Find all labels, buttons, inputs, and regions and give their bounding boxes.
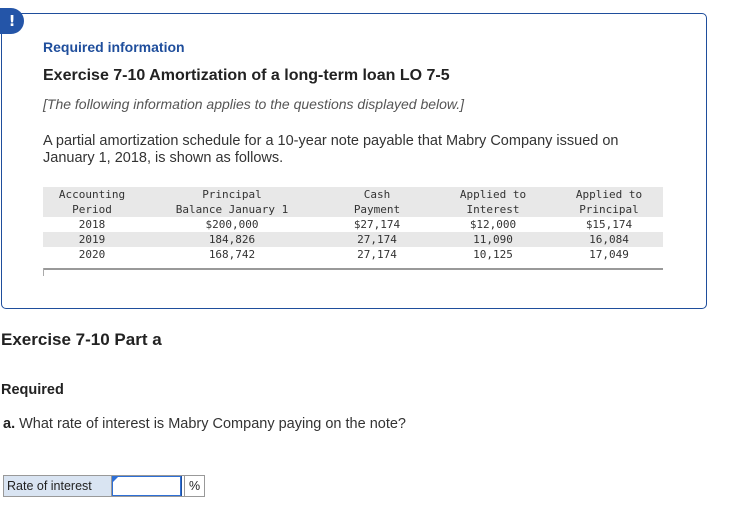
table-cell: 2018: [78, 218, 106, 231]
table-cell: 27,174: [357, 233, 397, 246]
input-marker-icon: [112, 476, 119, 483]
schedule-header-cell: Payment: [353, 203, 401, 216]
schedule-header-cell: Period: [72, 203, 112, 216]
table-cell: 184,826: [208, 233, 256, 246]
required-information-heading: Required information: [43, 39, 185, 55]
table-cell: 168,742: [208, 248, 256, 261]
question-text: a. What rate of interest is Mabry Compan…: [3, 416, 406, 432]
table-cell: 17,049: [589, 248, 629, 261]
schedule-scrollbar[interactable]: [43, 268, 663, 276]
table-row: 2019 184,826 27,174 11,090 16,084: [43, 232, 663, 247]
rate-of-interest-input[interactable]: [112, 476, 182, 496]
required-information-panel: [1, 13, 707, 309]
table-cell: $15,174: [585, 218, 633, 231]
schedule-header-cell: Cash: [363, 188, 391, 201]
table-cell: $27,174: [353, 218, 401, 231]
rate-of-interest-label: Rate of interest: [4, 476, 112, 496]
intro-text: A partial amortization schedule for a 10…: [43, 133, 619, 166]
schedule-header-cell: Applied to: [459, 188, 527, 201]
schedule-header-row-1: Accounting Principal Cash Applied to App…: [43, 187, 663, 202]
required-heading: Required: [1, 382, 64, 398]
question-prefix: a.: [3, 416, 16, 432]
answer-table: Rate of interest %: [3, 475, 205, 497]
table-cell: $12,000: [469, 218, 517, 231]
table-cell: $200,000: [205, 218, 259, 231]
table-cell: 2019: [78, 233, 106, 246]
alert-icon: !: [0, 8, 24, 34]
schedule-header-cell: Principal: [202, 188, 262, 201]
schedule-header-cell: Balance January 1: [175, 203, 289, 216]
schedule-header-cell: Applied to: [575, 188, 643, 201]
table-cell: 16,084: [589, 233, 629, 246]
table-cell: 11,090: [473, 233, 513, 246]
question-body: What rate of interest is Mabry Company p…: [15, 416, 406, 432]
table-row: 2020 168,742 27,174 10,125 17,049: [43, 247, 663, 262]
schedule-header-cell: Interest: [466, 203, 520, 216]
percent-unit: %: [184, 476, 204, 496]
schedule-header-cell: Principal: [579, 203, 639, 216]
table-cell: 10,125: [473, 248, 513, 261]
applies-note: [The following information applies to th…: [43, 96, 465, 112]
table-cell: 2020: [78, 248, 106, 261]
amortization-schedule: Accounting Principal Cash Applied to App…: [43, 187, 663, 262]
table-cell: 27,174: [357, 248, 397, 261]
exercise-title: Exercise 7-10 Amortization of a long-ter…: [43, 67, 450, 84]
schedule-header-cell: Accounting: [58, 188, 126, 201]
part-title: Exercise 7-10 Part a: [1, 330, 162, 349]
schedule-header-row-2: Period Balance January 1 Payment Interes…: [43, 202, 663, 217]
table-row: 2018 $200,000 $27,174 $12,000 $15,174: [43, 217, 663, 232]
